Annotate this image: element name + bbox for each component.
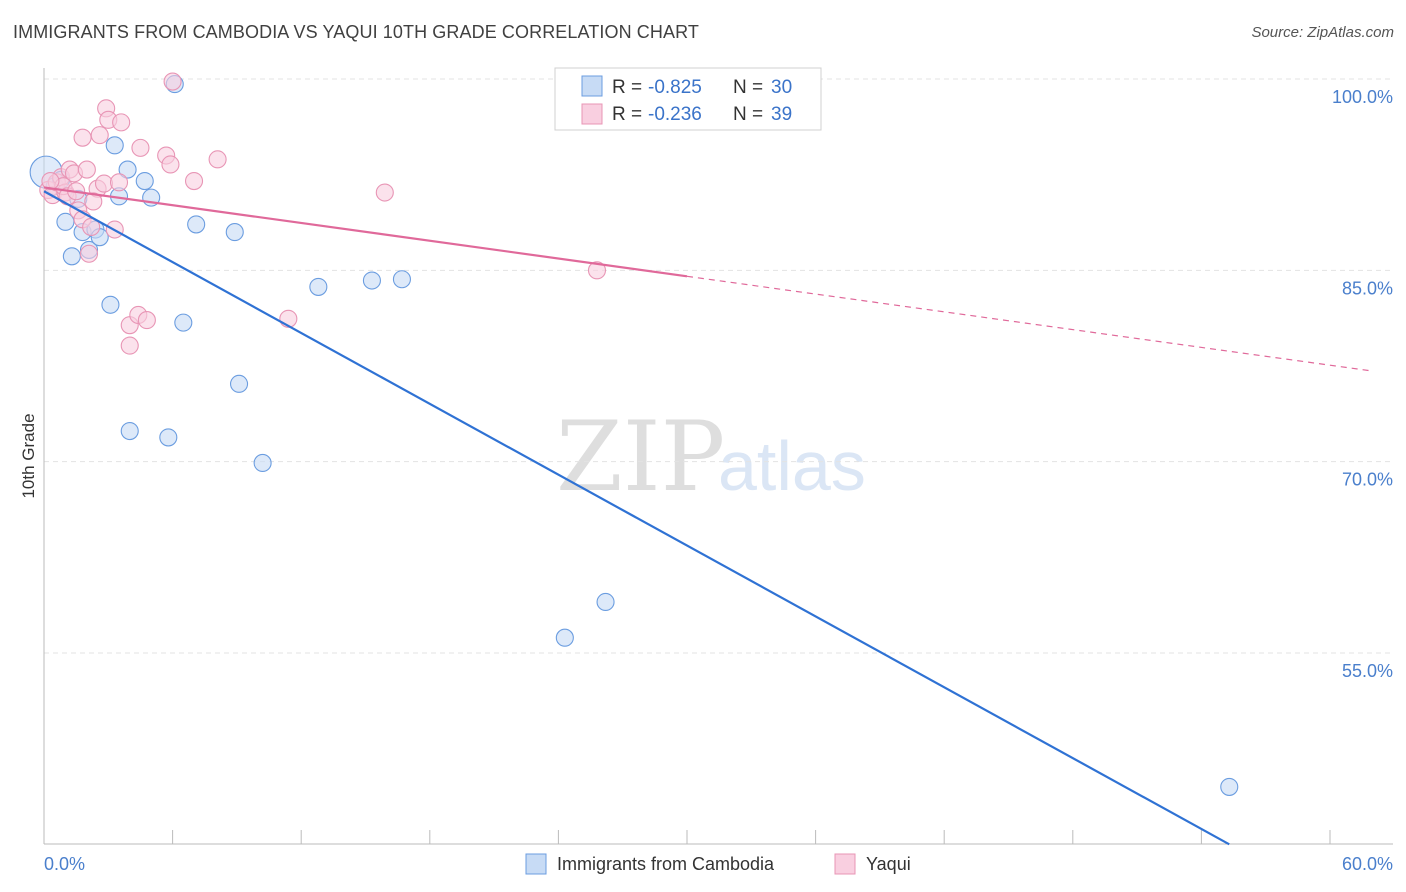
point-yaqui-25 [137,311,156,330]
y-axis-title: 10th Grade [19,413,38,498]
x-axis-ticks [43,830,1331,844]
point-cambodia-14 [120,422,139,441]
point-yaqui-33 [587,261,607,280]
point-yaqui-32 [375,183,394,202]
legend-r-label-cambodia: R = [612,77,642,98]
point-cambodia-24 [309,277,328,296]
y-tick-label-2: 70.0% [1342,470,1393,490]
point-yaqui-8 [73,128,92,147]
x-tick-label-min: 0.0% [44,854,85,874]
trend-line-yaqui-extension [686,275,1373,372]
y-tick-label-1: 85.0% [1342,278,1393,298]
x-tick-label-max: 60.0% [1342,854,1393,874]
watermark-atlas: atlas [718,427,866,505]
series-legend-swatch-yaqui [834,853,856,875]
point-yaqui-15 [94,174,114,193]
legend-n-label-cambodia: N = [733,77,763,98]
point-cambodia-21 [225,223,244,242]
legend-n-value-cambodia: 30 [771,77,792,98]
grid-lines [44,78,1393,654]
point-cambodia-27 [555,628,574,647]
point-yaqui-19 [109,173,129,192]
point-cambodia-17 [159,428,178,447]
legend-swatch-cambodia [581,75,603,97]
point-yaqui-20 [112,113,131,132]
y-tick-labels: 100.0% 85.0% 70.0% 55.0% [1332,87,1393,681]
series-legend: Immigrants from Cambodia Yaqui [525,853,911,875]
point-cambodia-23 [253,453,272,472]
series-legend-label-yaqui: Yaqui [866,854,911,874]
legend-r-value-yaqui: -0.236 [648,104,702,125]
legend-r-label-yaqui: R = [612,104,642,125]
point-cambodia-20 [187,215,206,234]
point-cambodia-15 [135,171,154,191]
point-cambodia-4 [62,247,81,266]
point-yaqui-11 [79,244,99,263]
point-yaqui-38 [84,192,103,211]
point-yaqui-28 [163,72,182,91]
series-legend-swatch-cambodia [525,853,547,875]
legend-r-value-cambodia: -0.825 [648,77,702,98]
trend-line-yaqui [43,186,688,278]
point-cambodia-10 [101,295,120,314]
point-cambodia-25 [362,271,381,290]
point-cambodia-28 [596,592,615,612]
legend-n-label-yaqui: N = [733,104,763,125]
point-yaqui-22 [120,336,139,355]
point-cambodia-13 [118,160,137,179]
series-yaqui-points [39,72,607,355]
y-tick-label-0: 100.0% [1332,87,1393,107]
chart-title: IMMIGRANTS FROM CAMBODIA VS YAQUI 10TH G… [13,22,699,42]
series-legend-label-cambodia: Immigrants from Cambodia [557,854,775,874]
watermark-zip: ZIP [556,401,725,513]
point-yaqui-24 [131,138,150,157]
point-cambodia-26 [392,270,411,289]
point-yaqui-14 [90,126,109,145]
point-yaqui-27 [161,155,180,174]
point-yaqui-29 [184,171,204,191]
point-yaqui-36 [41,171,60,191]
trend-lines [43,186,1373,846]
point-cambodia-22 [229,374,249,393]
source-label: Source: ZipAtlas.com [1251,24,1394,41]
legend-swatch-yaqui [581,103,603,125]
point-yaqui-10 [77,160,96,179]
point-cambodia-11 [105,136,124,155]
legend-n-value-yaqui: 39 [771,104,792,125]
point-yaqui-30 [208,150,227,169]
stats-legend: R = -0.825 N = 30 R = -0.236 N = 39 [554,67,822,131]
point-cambodia-29 [1220,777,1239,796]
trend-line-cambodia [43,190,1230,846]
point-cambodia-19 [174,313,193,332]
y-tick-label-3: 55.0% [1342,661,1393,681]
